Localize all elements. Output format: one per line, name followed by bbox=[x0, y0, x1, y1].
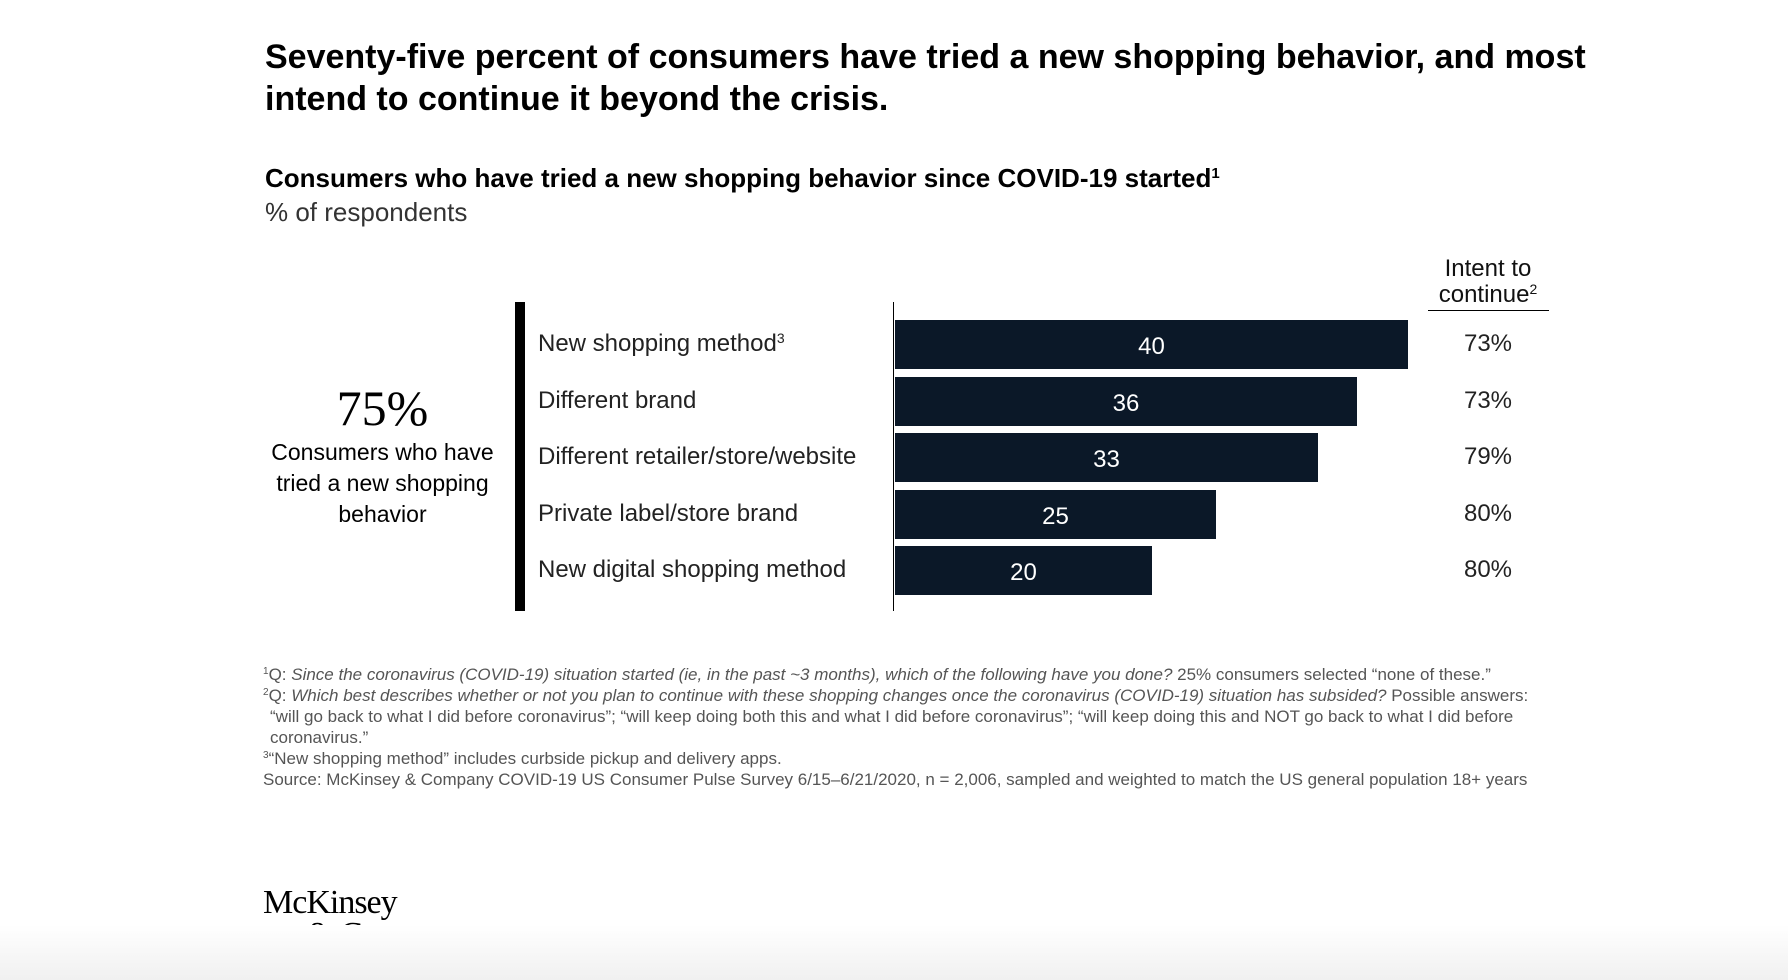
bar bbox=[895, 433, 1318, 482]
category-label: Different brand bbox=[538, 386, 696, 416]
bar-axis-line bbox=[893, 302, 894, 611]
footnote-1-question: Since the coronavirus (COVID-19) situati… bbox=[291, 665, 1173, 684]
footnote-1-marker: 1 bbox=[263, 666, 269, 677]
footnote-2-question: Which best describes whether or not you … bbox=[291, 686, 1387, 705]
footnotes: 1Q: Since the coronavirus (COVID-19) sit… bbox=[263, 664, 1553, 790]
logo-line-1: McKinsey bbox=[263, 884, 398, 921]
category-label-text: Different retailer/store/website bbox=[538, 443, 857, 470]
intent-value: 73% bbox=[1463, 386, 1513, 414]
intent-header-line2: continue bbox=[1438, 281, 1530, 308]
bar bbox=[895, 376, 1357, 426]
intent-header-line1: Intent to bbox=[1444, 255, 1532, 282]
category-footnote-marker: 3 bbox=[776, 330, 785, 346]
footnote-2-rest: Possible answers: “will go back to what … bbox=[270, 686, 1529, 747]
intent-header-line2-wrap: continue2 bbox=[1428, 282, 1548, 308]
source-note: Source: McKinsey & Company COVID-19 US C… bbox=[263, 770, 1528, 789]
footnote-1-prefix: Q: bbox=[268, 665, 292, 684]
category-label: New digital shopping method bbox=[538, 555, 846, 585]
intent-header-rule bbox=[1428, 310, 1549, 311]
footnote-2-prefix: Q: bbox=[268, 686, 292, 705]
bar bbox=[895, 489, 1216, 539]
category-label-text: Different brand bbox=[538, 386, 697, 414]
footnote-1: 1Q: Since the coronavirus (COVID-19) sit… bbox=[263, 664, 1553, 685]
intent-value: 79% bbox=[1463, 443, 1513, 470]
intent-value: 80% bbox=[1463, 499, 1513, 527]
chart-title-footnote-marker: 1 bbox=[1211, 165, 1220, 182]
bar-value-label: 33 bbox=[1093, 446, 1120, 473]
footnote-1-rest: 25% consumers selected “none of these.” bbox=[1172, 665, 1491, 684]
bar-value-label: 36 bbox=[1112, 389, 1140, 417]
bar-value-label: 20 bbox=[1010, 559, 1037, 586]
category-label: New shopping method3 bbox=[538, 329, 785, 359]
footnote-3-marker: 3 bbox=[263, 750, 269, 761]
category-label: Different retailer/store/website bbox=[538, 442, 856, 472]
chart-title: Consumers who have tried a new shopping … bbox=[265, 162, 1220, 194]
footnote-2: 2Q: Which best describes whether or not … bbox=[263, 685, 1553, 748]
bottom-fade bbox=[0, 925, 1788, 980]
intent-column-header: Intent to continue2 bbox=[1428, 256, 1548, 308]
summary-stat-caption: Consumers who have tried a new shopping … bbox=[271, 439, 494, 527]
chart-units: % of respondents bbox=[265, 197, 468, 227]
bar bbox=[895, 320, 1408, 369]
bar-value-label: 25 bbox=[1042, 502, 1069, 530]
category-label: Private label/store brand bbox=[538, 499, 798, 529]
intent-header-footnote-marker: 2 bbox=[1529, 281, 1538, 297]
footnote-3: 3“New shopping method” includes curbside… bbox=[263, 748, 1553, 769]
intent-value: 73% bbox=[1463, 330, 1513, 357]
category-label-text: Private label/store brand bbox=[538, 499, 799, 527]
intent-value: 80% bbox=[1463, 556, 1513, 583]
headline: Seventy-five percent of consumers have t… bbox=[265, 38, 1586, 118]
footnote-2-marker: 2 bbox=[263, 687, 269, 698]
chart-title-text: Consumers who have tried a new shopping … bbox=[265, 163, 1212, 193]
bar bbox=[895, 546, 1152, 595]
footnote-3-text: “New shopping method” includes curbside … bbox=[268, 749, 782, 768]
summary-divider bbox=[515, 302, 525, 611]
summary-stat-value: 75% bbox=[336, 380, 429, 436]
category-label-text: New digital shopping method bbox=[538, 556, 847, 583]
category-label-text: New shopping method bbox=[538, 330, 777, 357]
bar-value-label: 40 bbox=[1138, 333, 1165, 360]
